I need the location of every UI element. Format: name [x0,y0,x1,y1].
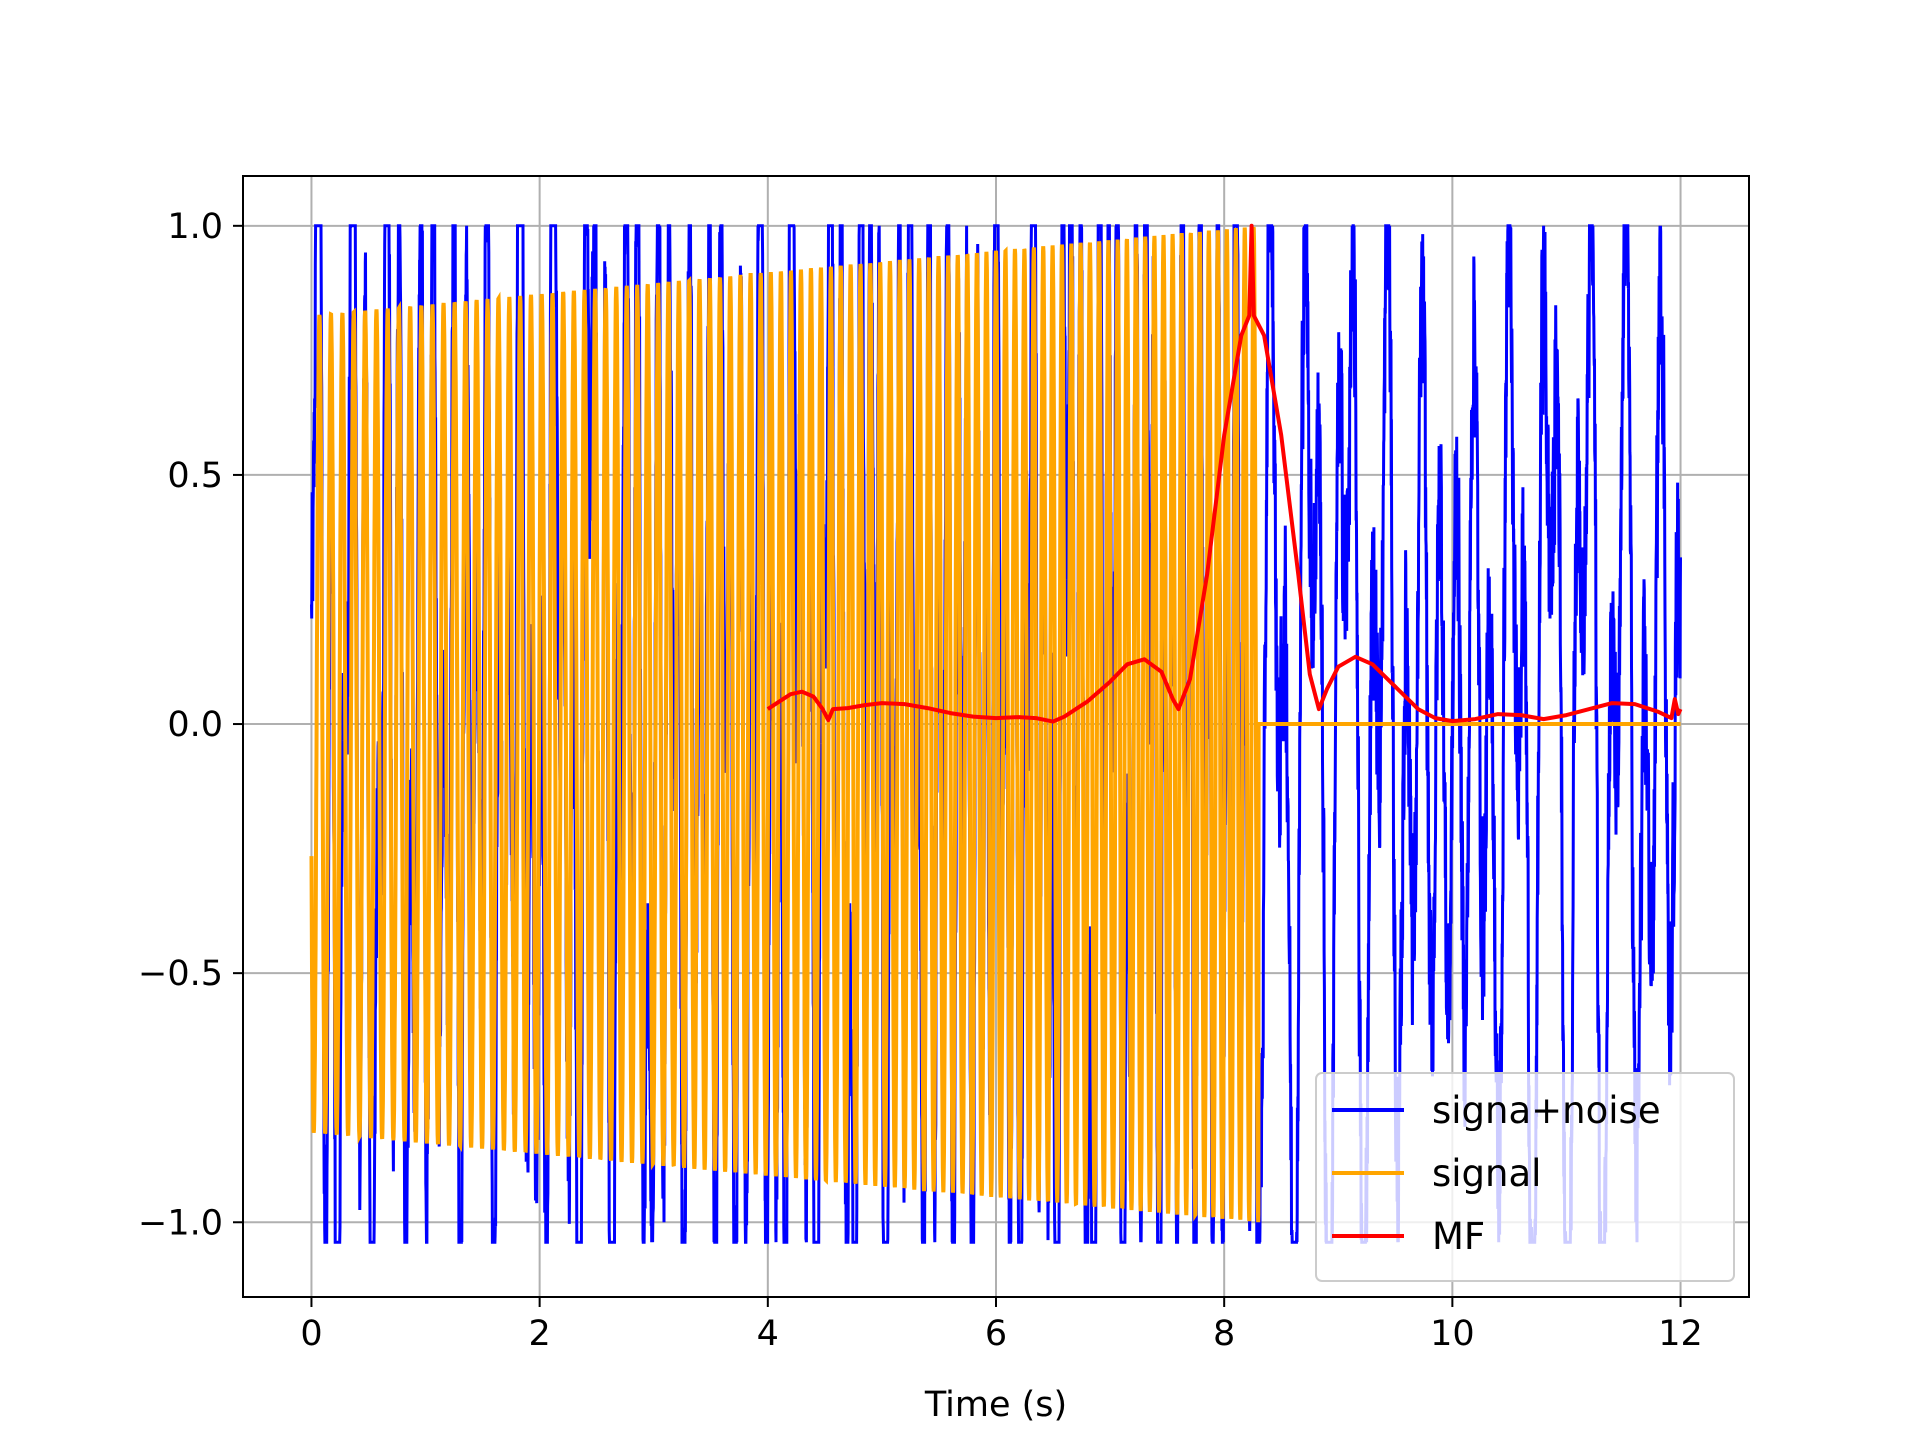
legend-box [1315,1072,1735,1282]
x-axis-title: Time (s) [924,1385,1067,1425]
legend-label: signa+noise [1432,1089,1661,1132]
y-tick-label: −0.5 [138,954,223,994]
series-line-mf [766,223,1683,724]
legend-label: MF [1432,1215,1485,1258]
y-tick-label: 0.5 [167,456,223,496]
x-tick-label: 12 [1658,1314,1703,1354]
series-line-signal [309,226,1681,1223]
legend-label: signal [1432,1152,1541,1195]
x-tick-label: 6 [985,1314,1007,1354]
ticks: 0 2 4 6 8 10 12 −1.0 −0.5 0.0 0.5 1.0 [138,207,1703,1354]
y-tick-label: 0.0 [167,705,223,745]
series-layer [309,223,1683,1244]
x-tick-label: 8 [1213,1314,1235,1354]
y-tick-label: 1.0 [167,207,223,247]
legend: signa+noise signal MF [1315,1072,1735,1282]
x-tick-label: 4 [757,1314,779,1354]
x-tick-label: 10 [1430,1314,1475,1354]
x-tick-label: 2 [528,1314,550,1354]
x-tick-label: 0 [300,1314,322,1354]
y-tick-label: −1.0 [138,1203,223,1243]
